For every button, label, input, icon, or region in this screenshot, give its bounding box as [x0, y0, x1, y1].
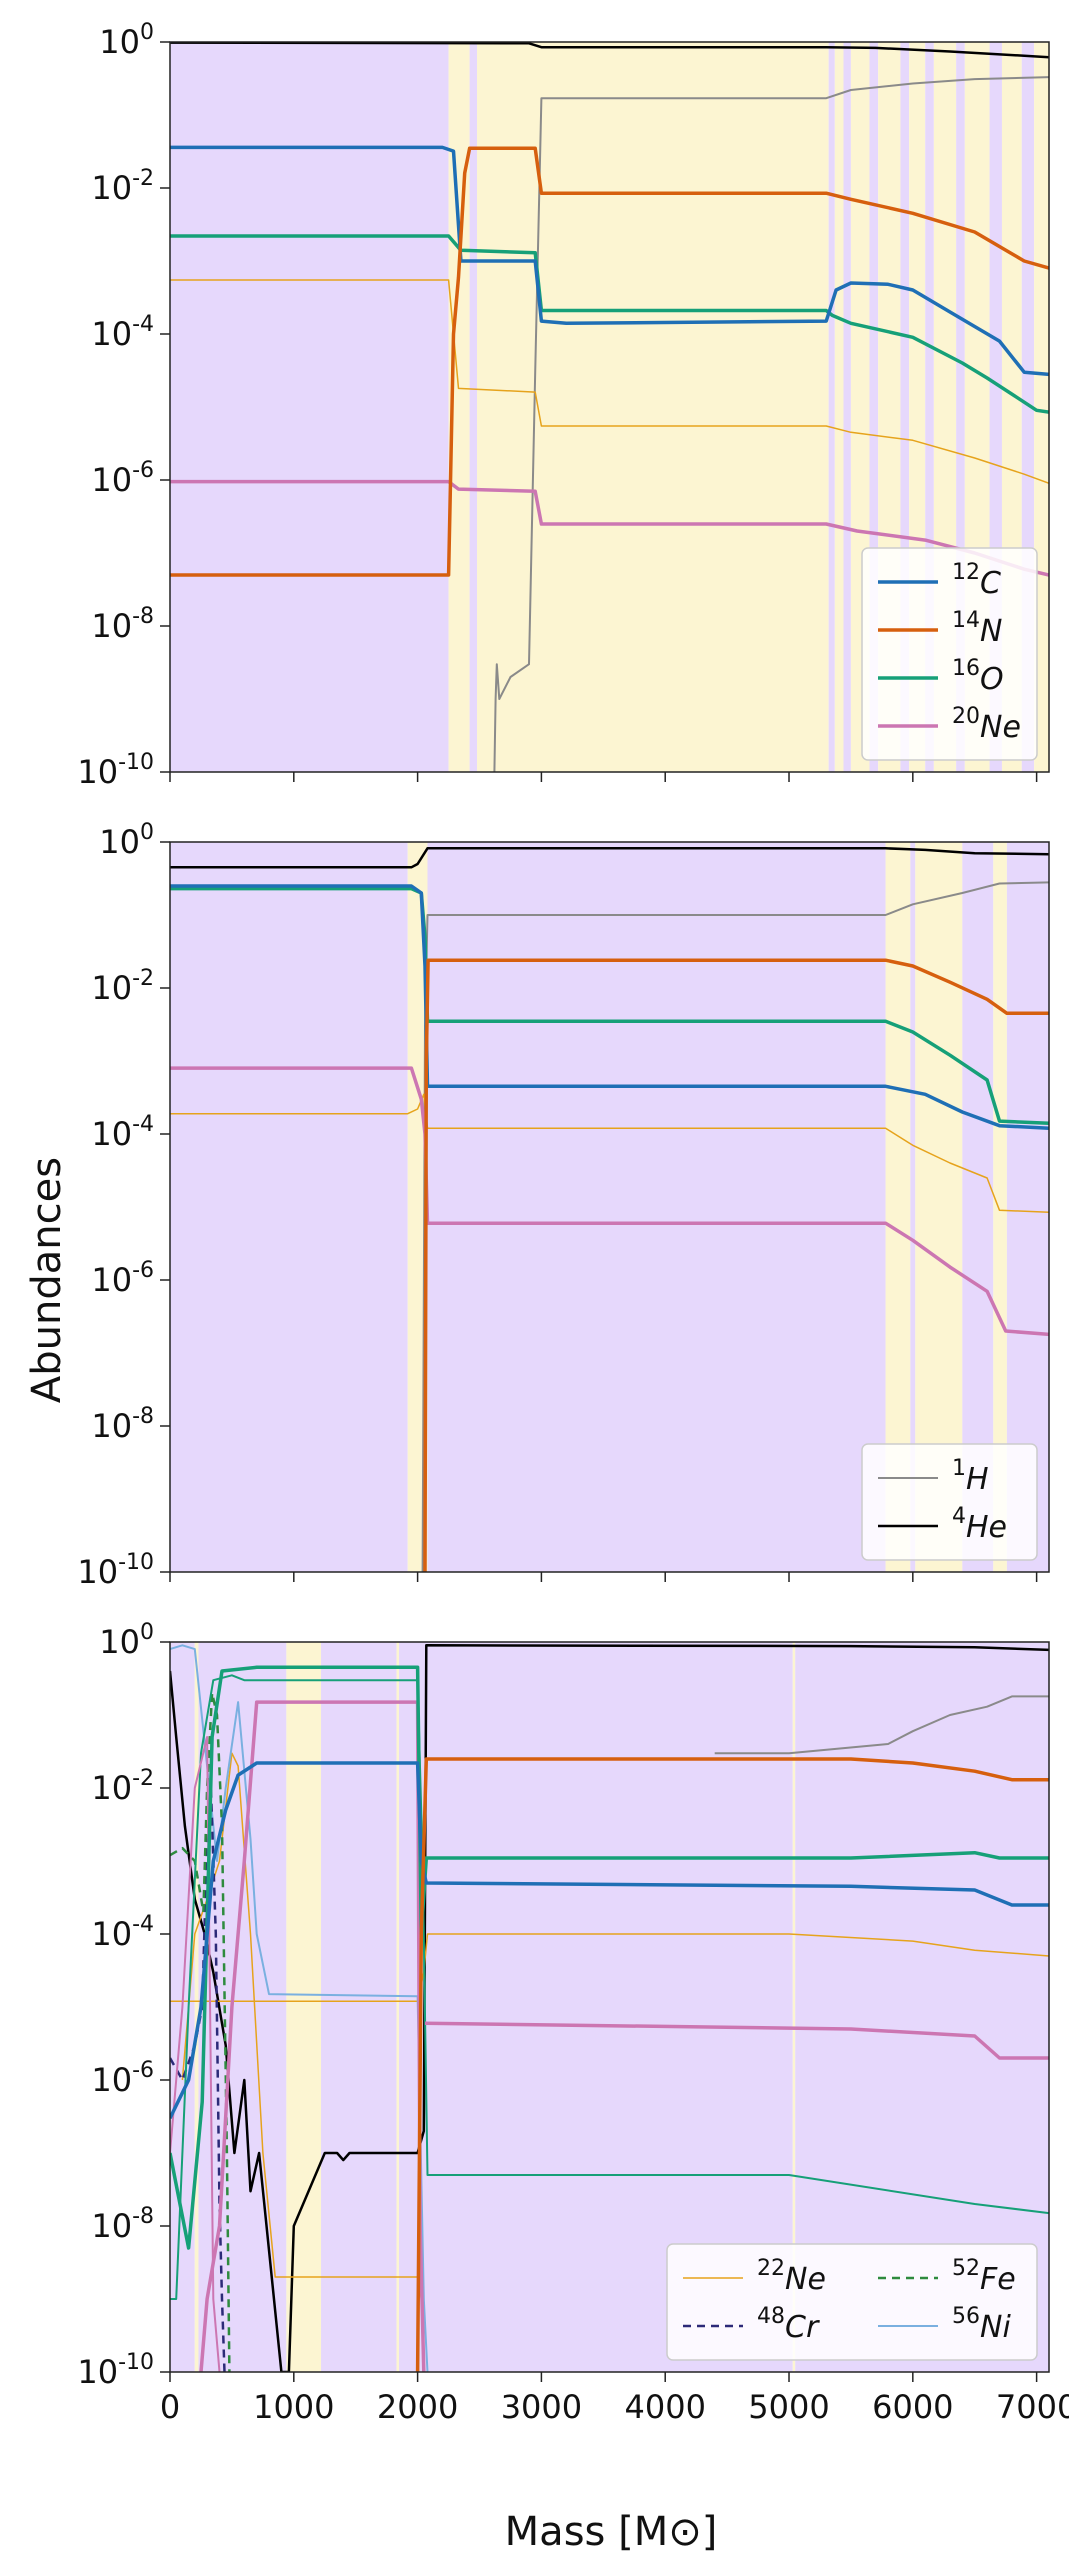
panel-top: 100 10-2 10-4 10-6 10-8 10-10 12C 14N 16O 20Ne: [77, 20, 1050, 791]
series-line-n14: [170, 146, 1049, 577]
series-line-ne20-env: [424, 2021, 1049, 2060]
zone-purple: [910, 842, 916, 1572]
zone-purple: [469, 42, 478, 772]
background-zones: [170, 842, 1049, 1572]
zone-yellow: [792, 1642, 796, 2372]
legend-label-cr48: 48Cr: [757, 2304, 820, 2345]
zone-yellow: [448, 42, 470, 772]
y-tick-label: 10-4: [91, 1912, 154, 1953]
series-lines: [170, 1644, 1049, 2372]
y-tick-label: 10-8: [91, 2204, 154, 2245]
y-tick-label: 10-8: [91, 1404, 154, 1445]
series-line-he4: [170, 1644, 1049, 2372]
x-tick-label: 1000: [253, 2388, 334, 2426]
y-tick-label: 10-6: [91, 1258, 154, 1299]
y-tick-label: 10-2: [91, 166, 154, 207]
series-line-o16: [170, 1665, 1049, 2250]
plot-frame: [169, 41, 1050, 773]
series-line-n14: [423, 958, 1049, 1572]
series-line-he4: [170, 42, 1049, 59]
legend-label-fe52: 52Fe: [952, 2256, 1016, 2297]
legend: 22Ne 48Cr 52Fe 56Ni: [666, 2243, 1038, 2361]
y-tick-label: 10-10: [77, 1550, 154, 1591]
zone-purple: [170, 842, 408, 1572]
legend-box: [861, 547, 1038, 761]
legend-label-c12: 12C: [952, 560, 1001, 601]
y-tick-label: 10-10: [77, 750, 154, 791]
y-tick-label: 10-2: [91, 1766, 154, 1807]
zone-yellow: [1034, 42, 1049, 772]
series-line-ne22: [170, 279, 1049, 485]
series-line-c12: [170, 884, 1049, 1130]
y-tick-label: 100: [99, 820, 154, 861]
legend-label-o16: 16O: [952, 656, 1004, 697]
legend-box: [666, 2243, 1038, 2361]
x-tick-label: 4000: [624, 2388, 705, 2426]
y-tick-label: 10-4: [91, 1112, 154, 1153]
series-line-c12: [170, 145, 1049, 377]
y-tick-label: 10-8: [91, 604, 154, 645]
legend-box: [861, 1443, 1038, 1561]
y-tick-label: 10-10: [77, 2350, 154, 2391]
x-tick-label: 6000: [872, 2388, 953, 2426]
series-lines: [170, 847, 1049, 1572]
x-tick-label: 2000: [377, 2388, 458, 2426]
zone-yellow: [194, 1642, 199, 2372]
y-axis-label: Abundances: [24, 1157, 70, 1403]
zone-yellow: [834, 42, 844, 772]
legend-label-he4: 4He: [952, 1504, 1007, 1545]
plot-frame: [169, 1641, 1050, 2373]
series-line-si28: [170, 1736, 221, 2372]
x-tick-label: 0: [160, 2388, 180, 2426]
y-tick-label: 100: [99, 1620, 154, 1661]
legend: 12C 14N 16O 20Ne: [861, 547, 1038, 761]
panel-bottom: 100 10-2 10-4 10-6 10-8 10-100 1000 2000 3000 400…: [77, 1620, 1069, 2426]
zone-purple: [869, 42, 879, 772]
y-tick-label: 10-6: [91, 2058, 154, 2099]
series-line-ne22: [170, 1093, 1049, 1213]
x-tick-label: 5000: [748, 2388, 829, 2426]
y-tick-label: 100: [99, 20, 154, 61]
y-tick-label: 10-2: [91, 966, 154, 1007]
series-line-n14: [415, 1757, 1049, 2372]
legend-label-ne22: 22Ne: [757, 2256, 826, 2297]
y-tick-label: 10-6: [91, 458, 154, 499]
legend-label-h1: 1H: [952, 1456, 989, 1497]
zone-purple: [925, 42, 934, 772]
zone-purple: [321, 1642, 397, 2372]
series-line-h1: [493, 76, 1049, 772]
legend-label-ne20: 20Ne: [952, 704, 1021, 745]
x-tick-label: 3000: [501, 2388, 582, 2426]
legend-label-ni56: 56Ni: [952, 2304, 1011, 2345]
zone-purple: [170, 42, 449, 772]
y-tick-label: 10-4: [91, 312, 154, 353]
plot-frame: [169, 841, 1050, 1573]
series-line-fe52: [170, 1691, 231, 2372]
zone-yellow: [396, 1642, 400, 2372]
zone-purple: [843, 42, 851, 772]
series-line-he4: [170, 847, 1049, 869]
zone-yellow: [993, 842, 1007, 1572]
series-line-c12: [170, 1761, 1049, 2119]
zone-purple: [427, 842, 886, 1572]
x-tick-label: 7000: [996, 2388, 1069, 2426]
series-line-o16: [170, 234, 1049, 414]
zone-purple: [900, 42, 910, 772]
series-line-h1: [714, 1695, 1049, 1755]
zone-purple: [956, 42, 965, 772]
x-axis-label: Mass [M⊙]: [505, 2509, 718, 2555]
legend-label-n14: 14N: [952, 608, 1002, 649]
series-line-ne20: [170, 1066, 1049, 1337]
zone-purple: [828, 42, 835, 772]
series-line-mg24: [170, 1674, 1049, 2300]
